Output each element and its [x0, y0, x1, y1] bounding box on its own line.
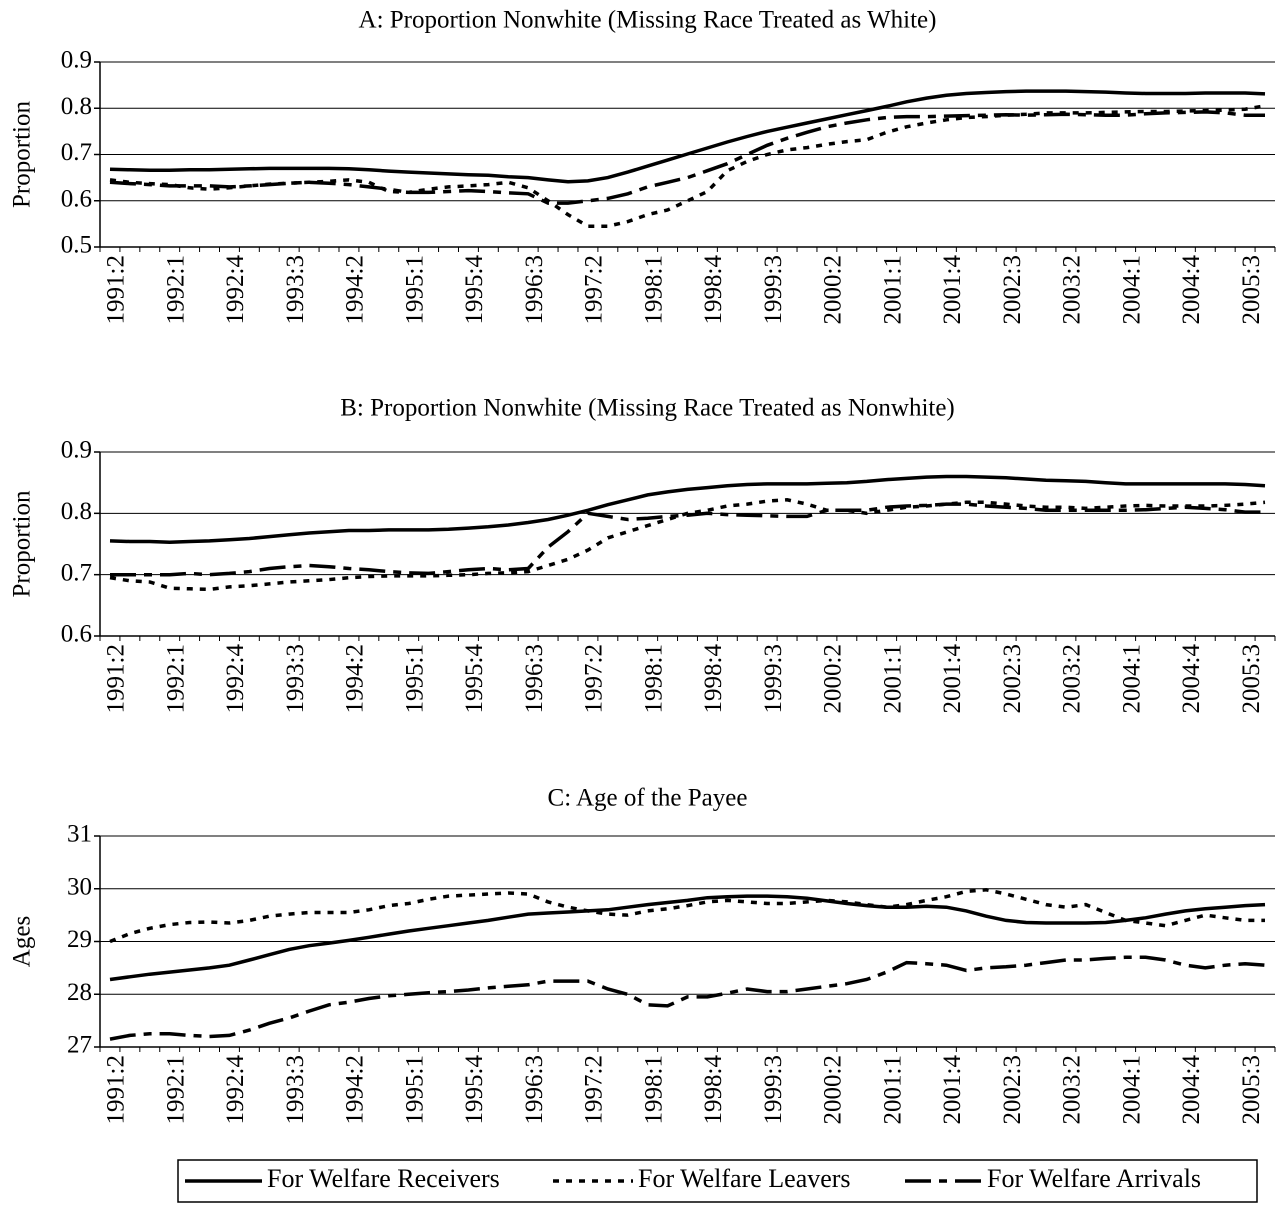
chart-title: C: Age of the Payee [548, 785, 748, 812]
x-tick-label: 1992:1 [162, 1055, 189, 1124]
y-tick-label: 27 [67, 1032, 92, 1059]
x-tick-label: 1998:1 [640, 255, 667, 324]
x-tick-label: 2004:4 [1178, 255, 1205, 325]
x-tick-label: 1993:3 [282, 255, 309, 324]
x-tick-label: 1994:2 [342, 1055, 369, 1124]
x-tick-label: 1997:2 [581, 1055, 608, 1124]
x-tick-label: 2000:2 [820, 255, 847, 324]
x-tick-label: 2003:2 [1059, 255, 1086, 324]
x-tick-label: 1997:2 [581, 644, 608, 713]
x-tick-label: 1994:2 [342, 255, 369, 324]
x-tick-label: 1998:1 [640, 644, 667, 713]
x-tick-label: 2000:2 [820, 644, 847, 713]
x-tick-label: 1995:4 [461, 644, 488, 714]
series-line [109, 894, 1266, 982]
x-tick-label: 2003:2 [1059, 644, 1086, 713]
x-tick-label: 2000:2 [820, 1055, 847, 1124]
x-tick-label: 1995:4 [461, 1055, 488, 1125]
x-tick-label: 1997:2 [581, 255, 608, 324]
x-tick-label: 1996:3 [521, 1055, 548, 1124]
y-tick-label: 30 [67, 873, 92, 900]
x-tick-label: 1999:3 [760, 255, 787, 324]
y-tick-label: 0.7 [61, 139, 92, 166]
y-tick-label: 0.6 [61, 185, 92, 212]
y-tick-label: 28 [67, 979, 92, 1006]
x-tick-label: 1992:1 [162, 255, 189, 324]
legend-label: For Welfare Leavers [638, 1164, 851, 1193]
x-tick-label: 1991:2 [103, 1055, 130, 1124]
chart-title: B: Proportion Nonwhite (Missing Race Tre… [340, 395, 955, 422]
x-tick-label: 2001:4 [939, 644, 966, 714]
series-line [110, 502, 1265, 577]
x-tick-label: 2001:4 [939, 1055, 966, 1125]
y-axis-label: Proportion [9, 490, 36, 597]
series-line [109, 888, 1265, 944]
x-tick-label: 2004:4 [1178, 644, 1205, 714]
x-tick-label: 2001:4 [939, 255, 966, 325]
x-tick-label: 1998:4 [700, 644, 727, 714]
x-tick-label: 2004:1 [1118, 1055, 1145, 1124]
chart-title: A: Proportion Nonwhite (Missing Race Tre… [359, 7, 937, 34]
series-line [109, 474, 1266, 544]
x-tick-label: 1992:4 [222, 1055, 249, 1125]
x-tick-label: 2001:1 [879, 255, 906, 324]
x-tick-label: 1993:3 [282, 644, 309, 713]
series-line [109, 110, 1265, 205]
x-tick-label: 2003:2 [1059, 1055, 1086, 1124]
y-axis-label: Proportion [9, 101, 36, 208]
x-tick-label: 2005:3 [1238, 1055, 1265, 1124]
x-tick-label: 1998:4 [700, 1055, 727, 1125]
series-line [109, 955, 1266, 1041]
x-tick-label: 1996:3 [521, 255, 548, 324]
y-tick-label: 0.9 [61, 437, 92, 464]
x-tick-label: 1995:1 [401, 1055, 428, 1124]
x-tick-label: 2002:3 [999, 1055, 1026, 1124]
legend-label: For Welfare Receivers [267, 1164, 500, 1193]
x-tick-label: 1999:3 [760, 1055, 787, 1124]
y-tick-label: 0.8 [61, 498, 92, 525]
x-tick-label: 1991:2 [103, 644, 130, 713]
legend-label: For Welfare Arrivals [987, 1164, 1201, 1193]
x-tick-label: 2004:4 [1178, 1055, 1205, 1125]
x-tick-label: 1993:3 [282, 1055, 309, 1124]
y-tick-label: 0.5 [61, 232, 92, 259]
x-tick-label: 1994:2 [342, 644, 369, 713]
x-tick-label: 1996:3 [521, 644, 548, 713]
y-tick-label: 0.6 [61, 621, 92, 648]
x-tick-label: 2004:1 [1118, 644, 1145, 713]
x-tick-label: 2004:1 [1118, 255, 1145, 324]
x-tick-label: 1999:3 [760, 644, 787, 713]
x-tick-label: 2005:3 [1238, 644, 1265, 713]
x-tick-label: 1991:2 [103, 255, 130, 324]
x-tick-label: 1998:4 [700, 255, 727, 325]
legend-box [177, 1159, 1258, 1203]
x-tick-label: 2001:1 [879, 1055, 906, 1124]
x-tick-label: 1995:1 [401, 255, 428, 324]
x-tick-label: 1998:1 [640, 1055, 667, 1124]
x-tick-label: 1992:1 [162, 644, 189, 713]
series-line [109, 89, 1266, 184]
series-line [109, 104, 1266, 228]
x-tick-label: 2005:3 [1238, 255, 1265, 324]
x-tick-label: 2002:3 [999, 255, 1026, 324]
x-tick-label: 1992:4 [222, 644, 249, 714]
y-tick-label: 0.9 [61, 47, 92, 74]
x-tick-label: 1992:4 [222, 255, 249, 325]
x-tick-label: 2002:3 [999, 644, 1026, 713]
y-tick-label: 29 [67, 926, 92, 953]
series-line [109, 498, 1266, 592]
y-tick-label: 0.7 [61, 559, 92, 586]
x-tick-label: 1995:1 [401, 644, 428, 713]
x-tick-label: 1995:4 [461, 255, 488, 325]
y-tick-label: 0.8 [61, 93, 92, 120]
x-tick-label: 2001:1 [879, 644, 906, 713]
y-tick-label: 31 [67, 821, 92, 848]
y-axis-label: Ages [9, 916, 36, 967]
